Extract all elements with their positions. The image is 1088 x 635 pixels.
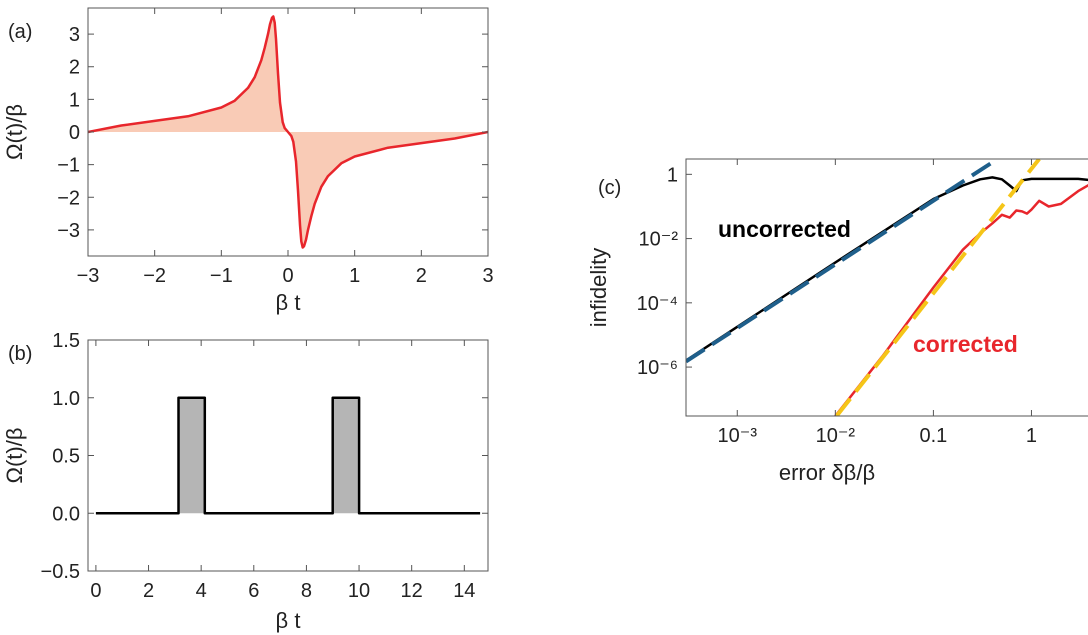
x-axis-label: β t bbox=[276, 608, 301, 633]
y-tick-label: 0.0 bbox=[52, 503, 80, 525]
series-1-fill bbox=[95, 397, 481, 514]
y-axis-label: Ω(t)/β bbox=[2, 104, 27, 160]
x-tick-label: 0 bbox=[90, 580, 101, 602]
y-tick-label: 10⁻² bbox=[639, 229, 679, 251]
plot-frame bbox=[87, 339, 489, 572]
x-tick-label: 0.1 bbox=[919, 425, 947, 447]
y-tick-label: −3 bbox=[57, 220, 80, 242]
panel-a: −3 −2 −1 0 1 2 3 −3 −2 −1 0 1 2 3 β t Ω(t)/β (a) bbox=[2, 7, 494, 315]
x-tick-label: 8 bbox=[301, 580, 312, 602]
plot-frame bbox=[685, 158, 1088, 417]
series-1-line bbox=[88, 15, 488, 249]
y-tick-label: 1 bbox=[667, 164, 678, 186]
x-tick-label: 3 bbox=[482, 265, 493, 287]
panel-c: 10⁻³ 10⁻² 0.1 1 1 10⁻² 10⁻⁴ 10⁻⁶ error δβ/β infid… bbox=[586, 158, 1088, 485]
x-tick-label: −2 bbox=[143, 265, 166, 287]
x-tick-label: 6 bbox=[248, 580, 259, 602]
plot-area bbox=[88, 15, 488, 249]
y-tick-label: −1 bbox=[57, 155, 80, 177]
y-tick-label: 10⁻⁴ bbox=[637, 293, 678, 315]
y-tick-label: 1.0 bbox=[52, 388, 80, 410]
annotation-corrected: corrected bbox=[913, 331, 1018, 357]
y-axis-label: Ω(t)/β bbox=[2, 428, 27, 484]
x-axis-label: β t bbox=[276, 290, 301, 315]
x-axis-label: error δβ/β bbox=[779, 460, 875, 485]
x-tick-label: −1 bbox=[210, 265, 233, 287]
x-tick-label: 1 bbox=[349, 265, 360, 287]
panel-label: (c) bbox=[598, 177, 621, 199]
y-tick-label: 0 bbox=[69, 122, 80, 144]
panel-label: (a) bbox=[8, 21, 32, 43]
y-tick-label: 10⁻⁶ bbox=[637, 357, 678, 379]
panel-b: 0 2 4 6 8 10 12 14 −0.5 0.0 0.5 1.0 1.5 β t Ω(t)/β (b) bbox=[2, 330, 489, 633]
x-tick-label: −3 bbox=[77, 265, 100, 287]
y-tick-label: 2 bbox=[69, 57, 80, 79]
x-tick-label: 10 bbox=[348, 580, 370, 602]
y-tick-label: −0.5 bbox=[41, 561, 80, 583]
panel-label: (b) bbox=[8, 343, 32, 365]
y-axis-label: infidelity bbox=[586, 248, 611, 327]
y-tick-label: 1.5 bbox=[52, 330, 80, 352]
x-tick-label: 0 bbox=[282, 265, 293, 287]
y-tick-label: 0.5 bbox=[52, 446, 80, 468]
series-1-line bbox=[95, 396, 481, 515]
series-2-line bbox=[834, 183, 1088, 416]
x-tick-label: 14 bbox=[453, 580, 475, 602]
x-tick-label: 1 bbox=[1026, 425, 1037, 447]
plot-area bbox=[95, 396, 481, 515]
x-tick-label: 2 bbox=[416, 265, 427, 287]
y-tick-label: 1 bbox=[69, 89, 80, 111]
plot-area bbox=[686, 159, 1088, 416]
y-tick-label: 3 bbox=[69, 24, 80, 46]
x-tick-label: 10⁻³ bbox=[718, 425, 758, 447]
annotation-uncorrected: uncorrected bbox=[718, 216, 851, 242]
x-tick-label: 4 bbox=[196, 580, 207, 602]
series-4-line bbox=[835, 159, 1041, 416]
x-tick-label: 10⁻² bbox=[816, 425, 856, 447]
y-tick-label: −2 bbox=[57, 187, 80, 209]
x-tick-label: 2 bbox=[143, 580, 154, 602]
series-1-line bbox=[686, 176, 1088, 362]
x-tick-label: 12 bbox=[401, 580, 423, 602]
